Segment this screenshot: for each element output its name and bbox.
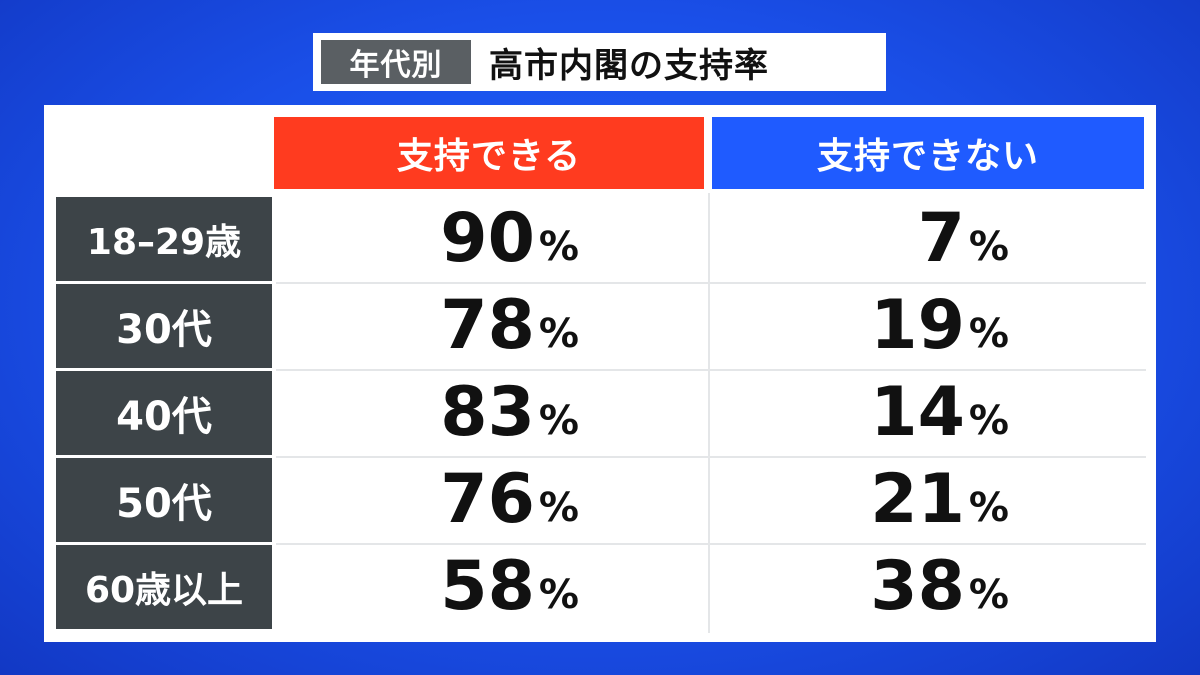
row-divider	[276, 282, 1146, 284]
value-nosupport: 14	[870, 373, 965, 452]
percent-sign: %	[538, 485, 579, 531]
table-row: 30代 78% 19%	[44, 284, 1156, 368]
value-support: 90	[440, 199, 535, 278]
column-header-nosupport: 支持できない	[712, 117, 1144, 189]
title-tag: 年代別	[321, 40, 471, 84]
percent-sign: %	[968, 398, 1009, 444]
table-row: 60歳以上 58% 38%	[44, 545, 1156, 629]
row-label: 50代	[56, 458, 272, 542]
percent-sign: %	[968, 224, 1009, 270]
table-row: 18–29歳 90% 7%	[44, 197, 1156, 281]
value-nosupport: 38	[870, 547, 965, 626]
cell-nosupport: 14%	[774, 371, 1074, 455]
cell-support: 90%	[344, 197, 644, 281]
cell-support: 58%	[344, 545, 644, 629]
row-label: 40代	[56, 371, 272, 455]
table-row: 40代 83% 14%	[44, 371, 1156, 455]
row-label: 18–29歳	[56, 197, 272, 281]
value-support: 83	[440, 373, 535, 452]
percent-sign: %	[538, 224, 579, 270]
value-nosupport: 7	[917, 199, 965, 278]
cell-support: 83%	[344, 371, 644, 455]
value-support: 76	[440, 460, 535, 539]
column-divider	[708, 193, 710, 633]
percent-sign: %	[968, 485, 1009, 531]
row-divider	[276, 369, 1146, 371]
cell-nosupport: 7%	[774, 197, 1074, 281]
value-support: 58	[440, 547, 535, 626]
title-box: 年代別 高市内閣の支持率	[313, 33, 886, 91]
cell-nosupport: 19%	[774, 284, 1074, 368]
row-divider	[276, 543, 1146, 545]
table-panel: 支持できる 支持できない 18–29歳 90% 7% 30代 78% 19% 40代 83% 1…	[44, 105, 1156, 642]
value-nosupport: 21	[870, 460, 965, 539]
value-nosupport: 19	[870, 286, 965, 365]
cell-support: 78%	[344, 284, 644, 368]
row-label: 30代	[56, 284, 272, 368]
percent-sign: %	[968, 572, 1009, 618]
percent-sign: %	[968, 311, 1009, 357]
percent-sign: %	[538, 311, 579, 357]
row-divider	[276, 456, 1146, 458]
cell-support: 76%	[344, 458, 644, 542]
row-label: 60歳以上	[56, 545, 272, 629]
table-row: 50代 76% 21%	[44, 458, 1156, 542]
chart-title: 高市内閣の支持率	[489, 45, 769, 86]
cell-nosupport: 21%	[774, 458, 1074, 542]
value-support: 78	[440, 286, 535, 365]
column-header-support: 支持できる	[274, 117, 704, 189]
percent-sign: %	[538, 398, 579, 444]
percent-sign: %	[538, 572, 579, 618]
cell-nosupport: 38%	[774, 545, 1074, 629]
